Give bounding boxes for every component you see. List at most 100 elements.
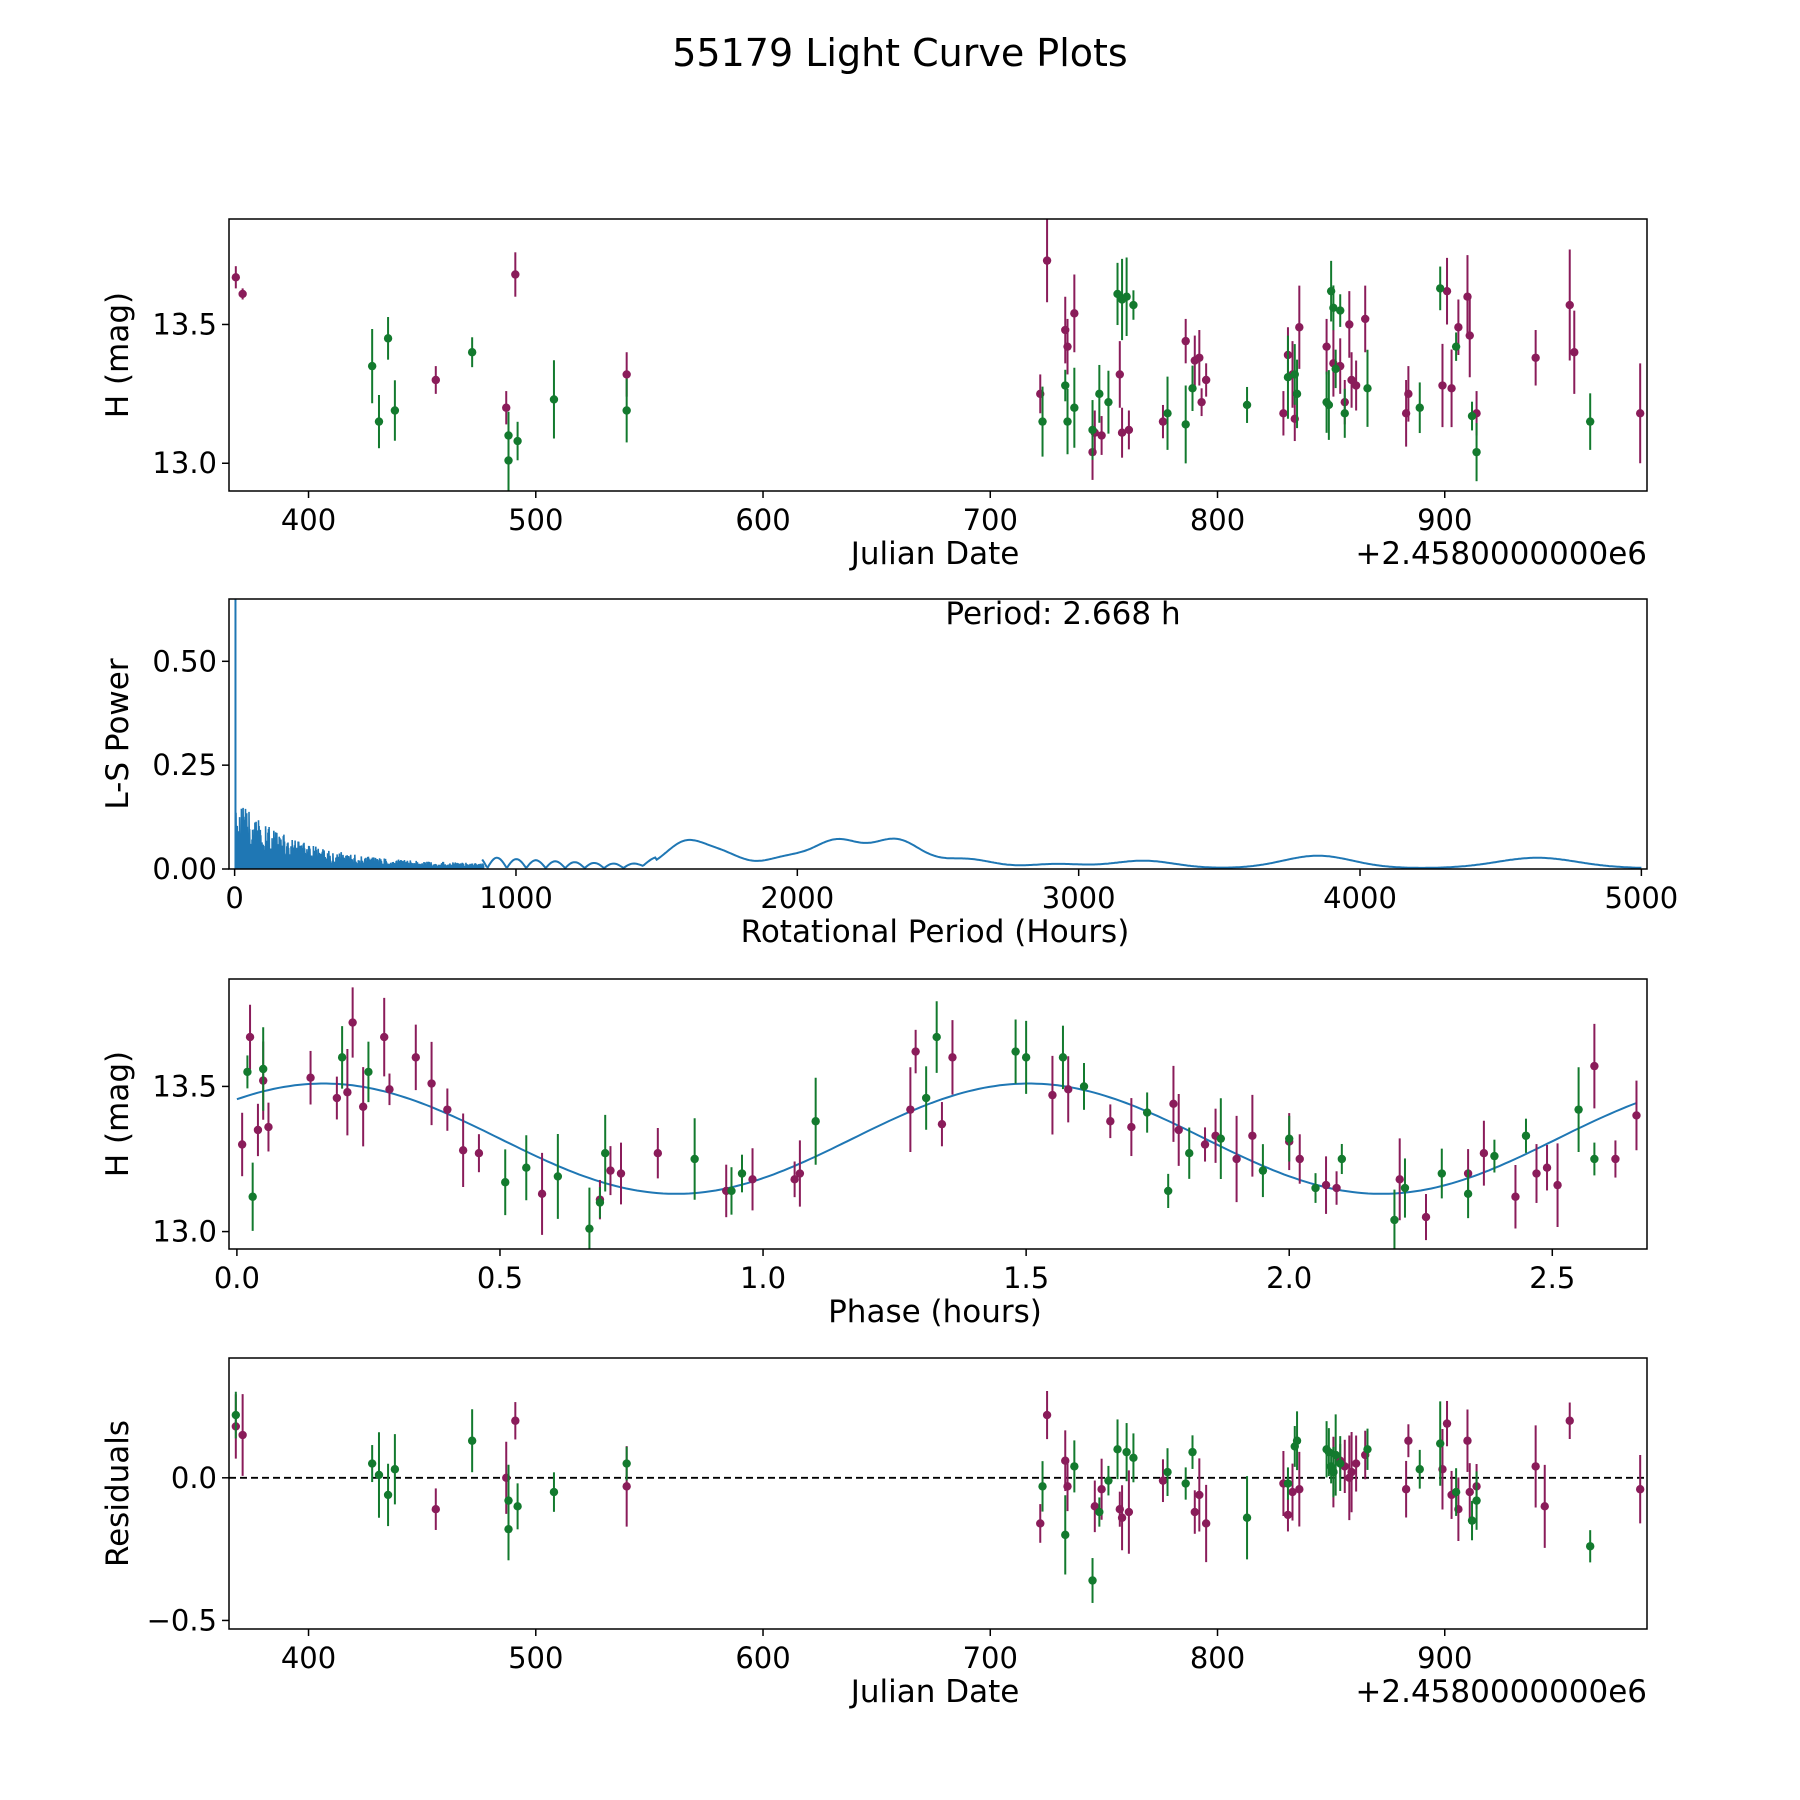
residuals-panel: 400 500 600 700 800 900 −0.5 0.0 Residuals Juli… (100, 1357, 1648, 1710)
data-point (921, 1093, 931, 1103)
data-point (1042, 1410, 1052, 1420)
data-point (1467, 1516, 1477, 1525)
data-point (1106, 1117, 1115, 1126)
data-point (1174, 1125, 1183, 1135)
light-curve-plot-area: 400 500 600 700 800 900 13.0 13.5 (152, 218, 1648, 537)
periodogram-ylabel: L-S Power (100, 658, 136, 809)
data-point (467, 1436, 477, 1445)
data-point (1331, 1450, 1340, 1460)
data-point (1283, 373, 1293, 382)
figure-title: 55179 Light Curve Plots (672, 31, 1127, 75)
periodogram-xlabel: Rotational Period (Hours) (741, 914, 1130, 950)
y-tick-label: 0.00 (152, 852, 217, 886)
data-point (1201, 1519, 1211, 1528)
y-tick-label: −0.5 (147, 1603, 217, 1637)
data-layer (236, 987, 1641, 1249)
data-point (1521, 1131, 1531, 1140)
data-point (1361, 314, 1370, 324)
data-point (1479, 1148, 1489, 1158)
data-point (911, 1047, 920, 1056)
fit-curve (236, 1082, 1637, 1195)
data-point (1124, 1507, 1134, 1517)
data-point (1451, 1487, 1461, 1497)
data-point (248, 1192, 257, 1201)
data-point (1542, 1163, 1552, 1172)
data-point (1063, 417, 1072, 426)
data-point (1283, 1479, 1293, 1488)
data-point (1436, 1439, 1445, 1448)
x-tick-label: 5000 (1604, 881, 1678, 915)
data-point (606, 1166, 615, 1175)
x-tick-label: 0.0 (214, 1261, 260, 1295)
data-point (1181, 1479, 1190, 1488)
data-point (1585, 417, 1595, 426)
periodogram-curve (481, 837, 1642, 869)
data-point (1095, 389, 1104, 399)
data-point (238, 1430, 247, 1440)
data-point (1332, 1183, 1341, 1193)
data-point (1283, 1510, 1293, 1520)
data-point (622, 370, 631, 379)
data-point (1347, 375, 1356, 385)
data-point (513, 1502, 522, 1511)
data-point (1064, 1085, 1073, 1094)
data-point (1042, 256, 1052, 265)
data-point (690, 1154, 699, 1164)
data-point (1038, 1482, 1047, 1491)
data-point (1553, 1180, 1562, 1190)
data-point (737, 1169, 747, 1178)
data-point (385, 1085, 394, 1094)
data-point (1113, 289, 1122, 299)
data-point (1570, 348, 1579, 357)
data-point (1295, 323, 1304, 332)
data-point (1436, 284, 1445, 293)
x-tick-label: 600 (735, 1641, 790, 1675)
data-point (1442, 286, 1452, 296)
data-point (811, 1117, 820, 1126)
x-tick-label: 700 (963, 503, 1018, 537)
data-point (537, 1189, 547, 1199)
data-point (1438, 381, 1447, 390)
x-tick-label: 900 (1417, 1641, 1472, 1675)
data-point (1285, 1134, 1294, 1143)
data-point (1122, 1447, 1131, 1457)
periodogram-plot-area: 0 1000 2000 3000 4000 5000 0.00 0.25 0.50 (152, 598, 1678, 915)
data-point (1117, 1513, 1127, 1522)
data-point (1635, 409, 1645, 418)
data-point (1336, 1459, 1345, 1468)
data-point (504, 456, 513, 465)
data-point (1063, 342, 1072, 351)
data-point (383, 1490, 393, 1500)
data-point (431, 1504, 440, 1514)
y-tick-label: 0.50 (152, 644, 217, 678)
data-point (1400, 1183, 1410, 1193)
x-tick-label: 2.5 (1529, 1261, 1575, 1295)
data-point (1185, 1148, 1194, 1158)
data-point (1279, 409, 1288, 418)
data-point (1404, 1436, 1413, 1445)
data-point (1401, 1485, 1411, 1494)
data-point (522, 1163, 531, 1172)
x-tick-label: 900 (1417, 503, 1472, 537)
data-point (1437, 1169, 1446, 1178)
x-tick-label: 500 (508, 1641, 563, 1675)
data-point (1532, 1169, 1541, 1178)
x-tick-label: 3000 (1042, 881, 1116, 915)
axes-frame (228, 1357, 1648, 1630)
data-point (1242, 400, 1252, 410)
data-point (1063, 1482, 1072, 1491)
data-point (1070, 403, 1079, 412)
light-curve-panel: 400 500 600 700 800 900 13.0 13.5 H (mag) Julia… (100, 218, 1648, 572)
x-tick-label: 500 (508, 503, 563, 537)
data-point (790, 1175, 799, 1184)
data-point (1248, 1131, 1257, 1140)
data-point (367, 361, 377, 371)
data-point (1451, 342, 1461, 351)
axes-frame (228, 978, 1648, 1250)
axes-frame (228, 218, 1648, 492)
data-point (1048, 1090, 1057, 1100)
data-point (1574, 1105, 1583, 1114)
data-point (1216, 1134, 1226, 1143)
data-point (1321, 1180, 1331, 1190)
